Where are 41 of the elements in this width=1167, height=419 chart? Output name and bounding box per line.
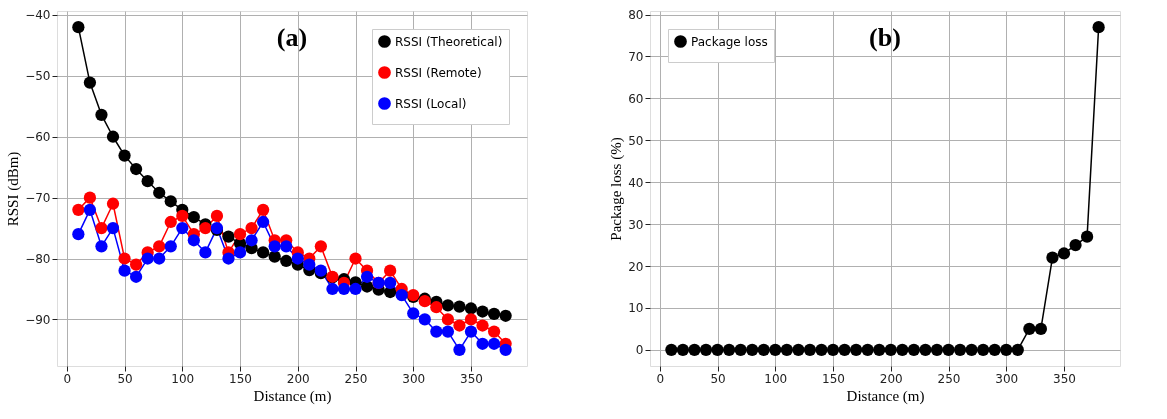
y-tick-label: 20 — [628, 259, 644, 274]
x-tick-label: 250 — [344, 371, 368, 386]
x-tick-label: 350 — [460, 371, 483, 386]
y-tick-label: −60 — [25, 130, 51, 145]
y-tick-label: 0 — [635, 343, 644, 358]
y-tick-label: 60 — [628, 91, 644, 106]
legend-label: RSSI (Local) — [395, 96, 467, 111]
x-tick-label: 300 — [402, 371, 426, 386]
x-tick-label: 200 — [286, 371, 310, 386]
y-tick-label: −80 — [25, 252, 51, 267]
y-tick-label: −50 — [25, 69, 51, 84]
y-tick-label: 70 — [628, 49, 644, 64]
y-tick-label: 40 — [628, 175, 644, 190]
y-tick-label: −70 — [25, 191, 51, 206]
x-tick-label: 100 — [171, 371, 195, 386]
y-axis-title: Package loss (%) — [608, 137, 626, 241]
x-tick-label: 150 — [822, 371, 845, 386]
annotation: (b) — [869, 23, 901, 52]
y-tick-label: −90 — [25, 312, 51, 327]
x-tick-label: 0 — [656, 371, 665, 386]
annotation: (a) — [276, 23, 308, 52]
y-tick-label: 10 — [628, 301, 644, 316]
y-tick-label: 80 — [628, 8, 644, 23]
x-tick-label: 350 — [1053, 371, 1076, 386]
x-tick-label: 250 — [937, 371, 961, 386]
y-tick-label: 50 — [628, 133, 644, 148]
x-tick-label: 100 — [764, 371, 788, 386]
legend-label: Package loss — [691, 34, 768, 49]
y-axis-title: RSSI (dBm) — [5, 151, 23, 227]
x-tick-label: 300 — [995, 371, 1019, 386]
x-tick-label: 50 — [117, 371, 133, 386]
x-tick-label: 150 — [229, 371, 252, 386]
x-tick-label: 0 — [63, 371, 72, 386]
x-tick-label: 200 — [879, 371, 903, 386]
x-axis-title: Distance (m) — [253, 387, 332, 405]
y-tick-label: −40 — [25, 8, 51, 23]
legend-label: RSSI (Remote) — [395, 65, 482, 80]
legend-label: RSSI (Theoretical) — [395, 34, 503, 49]
x-tick-label: 50 — [710, 371, 726, 386]
x-axis-title: Distance (m) — [846, 387, 925, 405]
y-tick-label: 30 — [628, 217, 644, 232]
